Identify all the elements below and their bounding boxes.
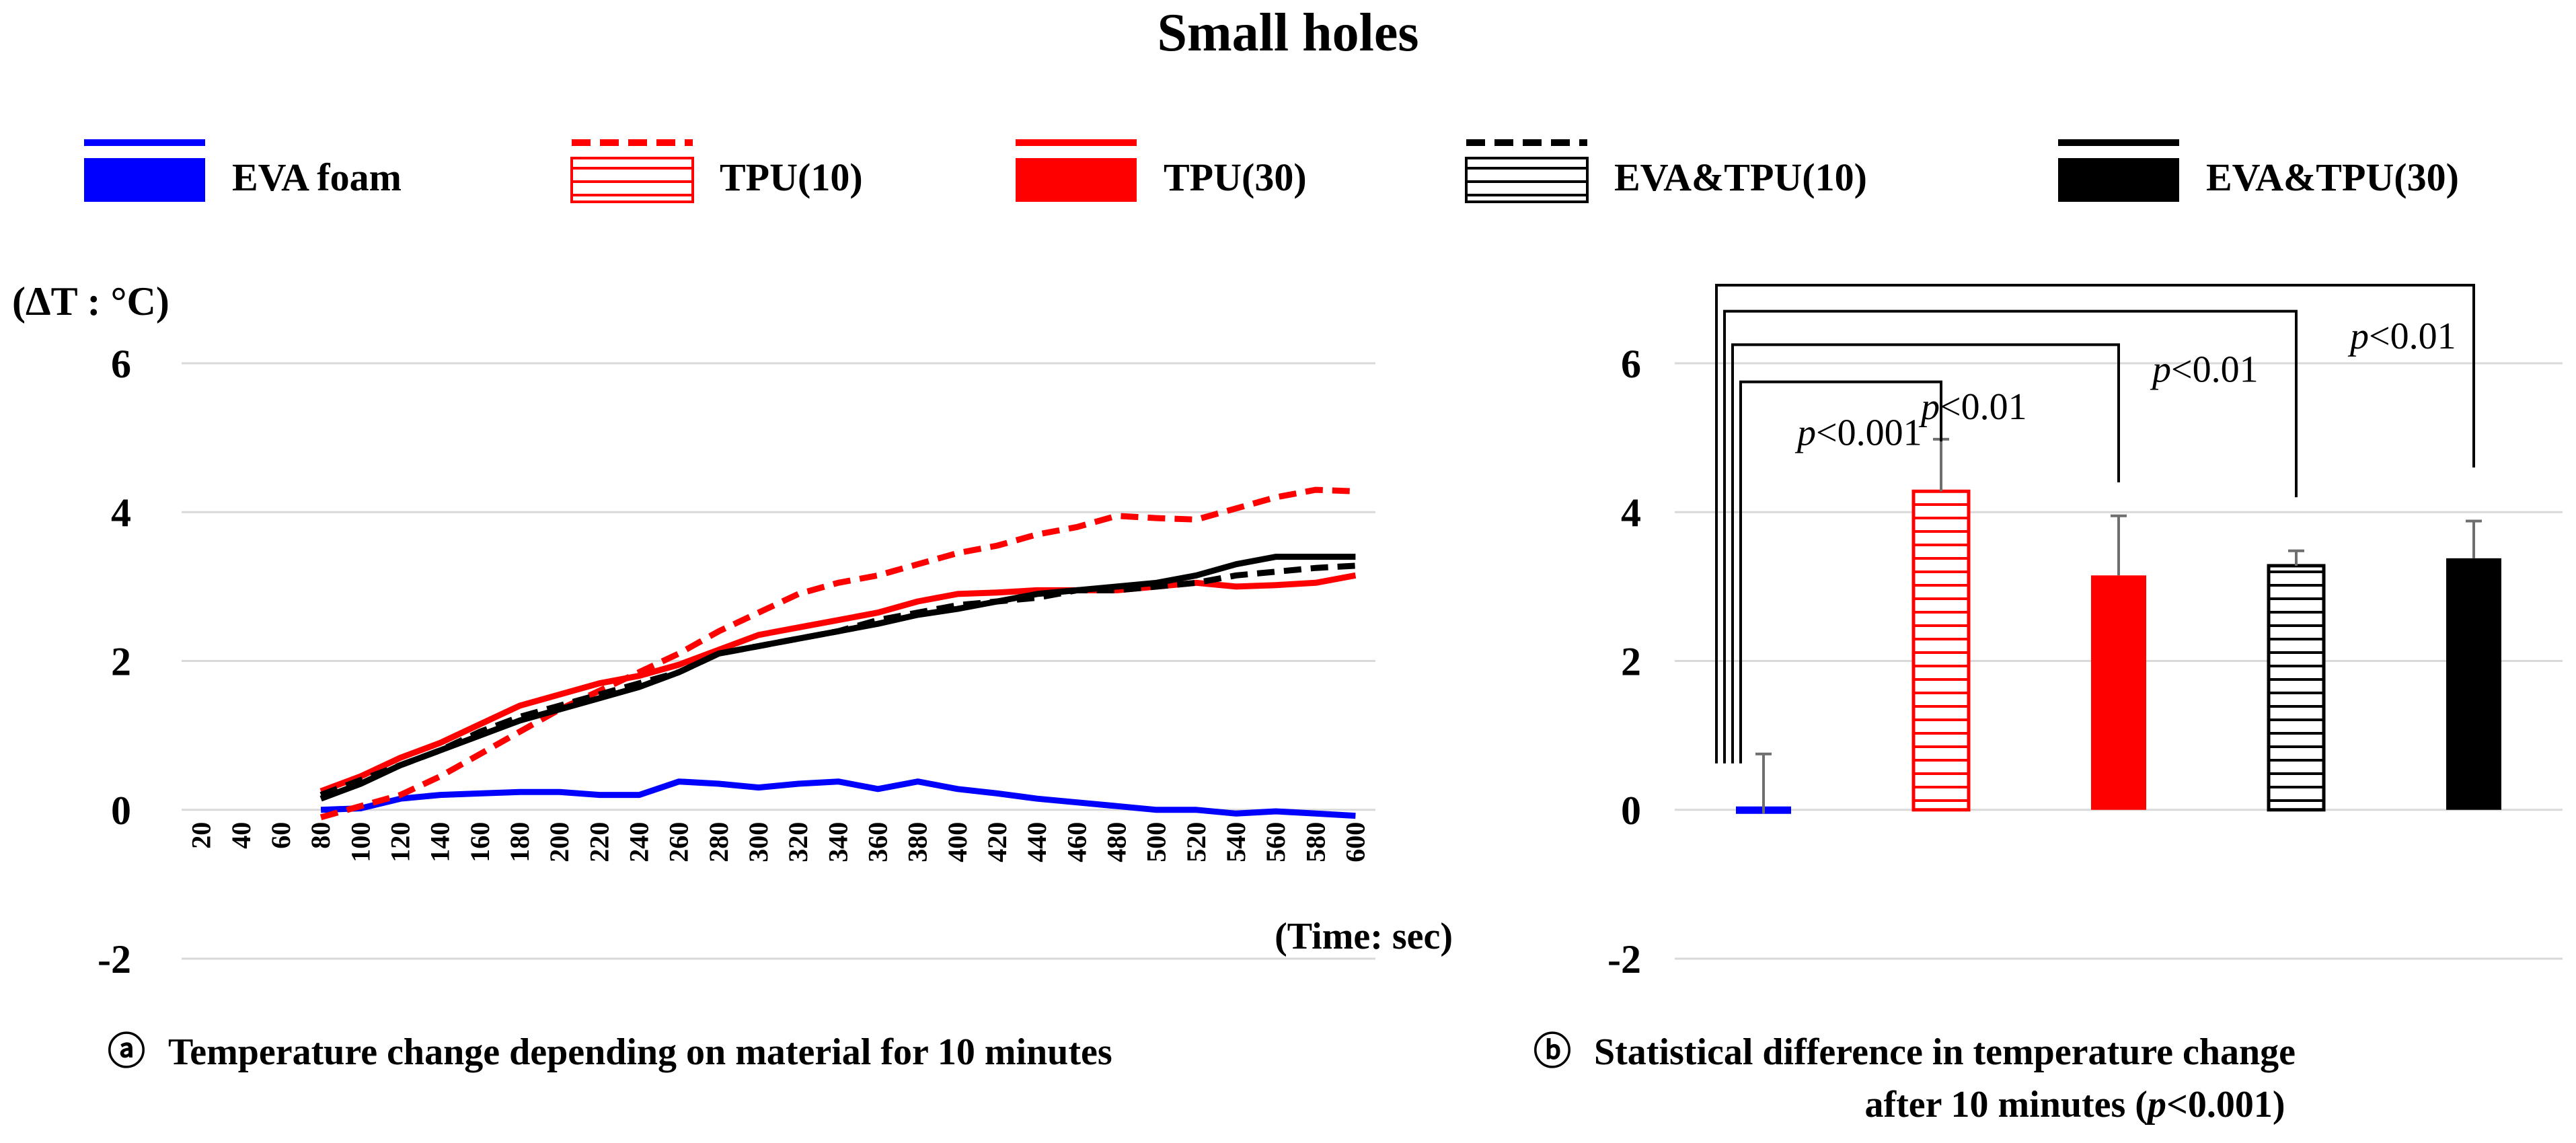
bar-ytick-3: 4 bbox=[1621, 490, 1641, 535]
caption-a-marker: ⓐ bbox=[108, 1031, 145, 1073]
line-xtick-16: 340 bbox=[823, 822, 853, 862]
sig-label-0: p<0.001 bbox=[1794, 412, 1922, 454]
legend-swatch-0 bbox=[84, 158, 205, 202]
line-xtick-14: 300 bbox=[743, 822, 773, 862]
line-xtick-6: 140 bbox=[425, 822, 455, 862]
line-series-4 bbox=[319, 554, 1356, 802]
sig-bracket-1 bbox=[1731, 343, 2120, 764]
bar-ytick-2: 2 bbox=[1621, 640, 1641, 684]
sig-label-p-0: p bbox=[1794, 412, 1816, 454]
caption-b-line2-suffix: <0.001) bbox=[2166, 1084, 2285, 1126]
line-xtick-29: 600 bbox=[1340, 822, 1370, 862]
line-xtick-3: 80 bbox=[305, 822, 336, 849]
line-xtick-8: 180 bbox=[504, 822, 535, 862]
caption-a: Temperature change depending on material… bbox=[168, 1031, 1112, 1073]
line-series-0 bbox=[320, 778, 1356, 819]
line-ytick-4: 6 bbox=[111, 342, 131, 386]
line-xtick-26: 540 bbox=[1221, 822, 1251, 862]
sig-label-value-2: <0.01 bbox=[2171, 349, 2259, 391]
line-xtick-7: 160 bbox=[465, 822, 495, 862]
legend-swatch-3 bbox=[1465, 157, 1589, 203]
line-xtick-17: 360 bbox=[862, 822, 893, 862]
line-xtick-0: 20 bbox=[186, 822, 217, 849]
caption-b-line1: Statistical difference in temperature ch… bbox=[1594, 1031, 2296, 1073]
caption-b-line2-prefix: after 10 minutes ( bbox=[1865, 1084, 2148, 1126]
line-xtick-1: 40 bbox=[226, 822, 256, 849]
sig-label-1: p<0.01 bbox=[1918, 386, 2027, 428]
bar-2 bbox=[2091, 575, 2146, 810]
sig-label-2: p<0.01 bbox=[2150, 349, 2259, 391]
sig-label-value-1: <0.01 bbox=[1940, 386, 2027, 428]
line-xtick-9: 200 bbox=[544, 822, 574, 862]
line-ytick-3: 4 bbox=[111, 490, 131, 535]
bar-3 bbox=[2267, 564, 2326, 812]
sig-label-p-2: p bbox=[2150, 349, 2171, 391]
legend-label-2: TPU(30) bbox=[1164, 155, 1307, 199]
line-xtick-23: 480 bbox=[1101, 822, 1131, 862]
legend-label-3: EVA&TPU(10) bbox=[1614, 155, 1867, 199]
line-xtick-27: 560 bbox=[1260, 822, 1291, 862]
line-xtick-12: 260 bbox=[664, 822, 694, 862]
sig-label-value-3: <0.01 bbox=[2369, 316, 2456, 357]
line-ylabel: (ΔT : °C) bbox=[12, 279, 169, 324]
sig-bracket-2 bbox=[1723, 309, 2298, 764]
line-xtick-13: 280 bbox=[704, 822, 734, 862]
line-ytick-2: 2 bbox=[111, 640, 131, 684]
line-xtick-2: 60 bbox=[266, 822, 296, 849]
line-xtick-5: 120 bbox=[385, 822, 415, 862]
line-ytick-1: 0 bbox=[111, 788, 131, 833]
legend: EVA foam TPU(10) TPU(30) EVA&TPU(10) EVA&TPU… bbox=[84, 139, 2459, 203]
sig-bracket-0 bbox=[1739, 380, 1942, 764]
line-xtick-19: 400 bbox=[942, 822, 973, 862]
bar-ytick-4: 6 bbox=[1621, 342, 1641, 386]
figure-title: Small holes bbox=[1158, 3, 1419, 63]
bar-4 bbox=[2446, 558, 2501, 810]
bar-ytick-1: 0 bbox=[1621, 788, 1641, 833]
legend-label-0: EVA foam bbox=[232, 155, 402, 199]
sig-label-value-0: <0.001 bbox=[1816, 412, 1922, 454]
legend-label-1: TPU(10) bbox=[720, 155, 863, 199]
line-series-3 bbox=[319, 562, 1356, 798]
line-chart: -2 0 2 4 6 20 40 60 80 100 120 140 160 180 200 220 240 26… bbox=[98, 342, 1375, 982]
line-xlabel: (Time: sec) bbox=[1275, 916, 1453, 957]
line-series-1 bbox=[319, 486, 1356, 821]
line-xtick-15: 320 bbox=[783, 822, 813, 862]
sig-bracket-3 bbox=[1715, 283, 2475, 764]
line-xtick-20: 420 bbox=[982, 822, 1012, 862]
line-xtick-10: 220 bbox=[584, 822, 614, 862]
bar-ytick-0: -2 bbox=[1607, 937, 1641, 982]
sig-label-3: p<0.01 bbox=[2347, 316, 2456, 357]
sig-label-p-3: p bbox=[2347, 316, 2369, 357]
legend-swatch-2 bbox=[1016, 158, 1137, 202]
line-xtick-25: 520 bbox=[1181, 822, 1211, 862]
legend-swatch-1 bbox=[570, 157, 694, 203]
bar-1 bbox=[1911, 489, 1971, 812]
line-xtick-24: 500 bbox=[1141, 822, 1172, 862]
line-xtick-21: 440 bbox=[1022, 822, 1052, 862]
line-ytick-0: -2 bbox=[98, 937, 131, 982]
caption-b-line2-p: p bbox=[2145, 1084, 2166, 1126]
line-xtick-11: 240 bbox=[623, 822, 654, 862]
legend-swatch-4 bbox=[2058, 158, 2179, 202]
caption-b-marker: ⓑ bbox=[1533, 1031, 1571, 1073]
legend-label-4: EVA&TPU(30) bbox=[2206, 155, 2459, 199]
line-xtick-28: 580 bbox=[1300, 822, 1330, 862]
sig-label-p-1: p bbox=[1918, 386, 1940, 428]
caption-b-line2: after 10 minutes (p<0.001) bbox=[1865, 1084, 2285, 1126]
line-xtick-22: 460 bbox=[1061, 822, 1092, 862]
line-xtick-4: 100 bbox=[345, 822, 375, 862]
line-xtick-18: 380 bbox=[903, 822, 933, 862]
